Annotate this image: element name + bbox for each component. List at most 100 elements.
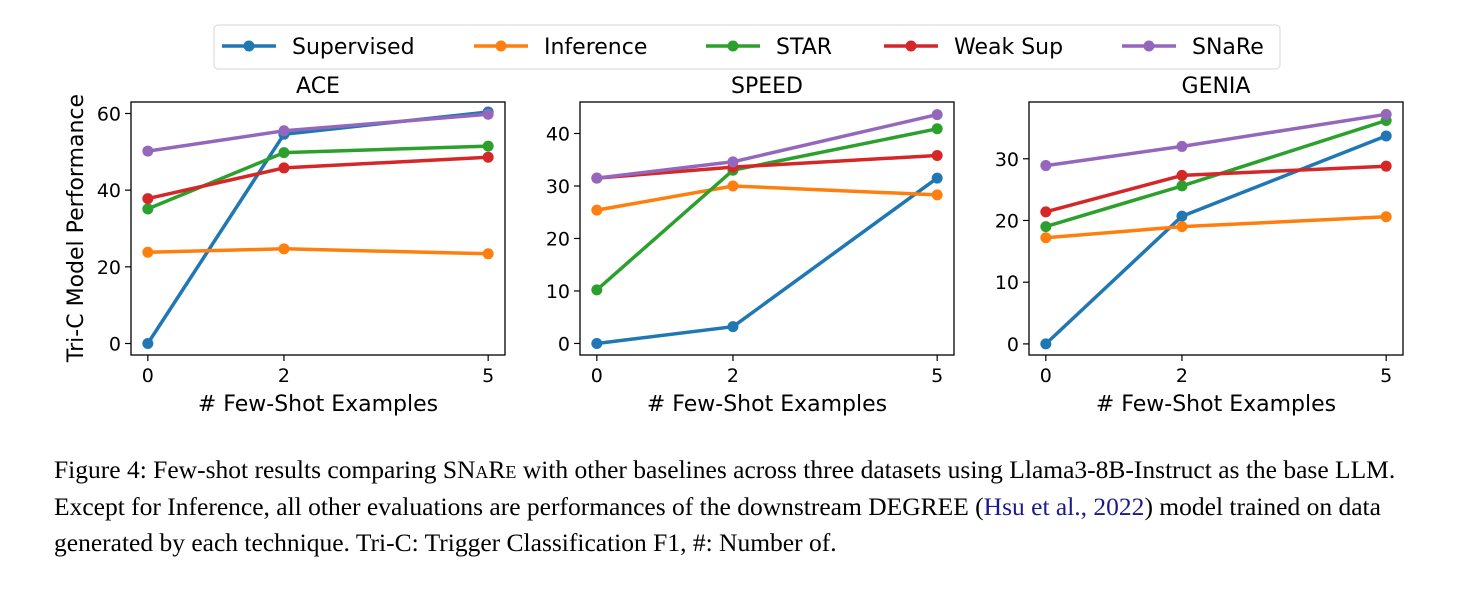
y-tick-label: 30 xyxy=(546,176,570,198)
series-snare xyxy=(142,108,494,157)
legend-marker-snare xyxy=(1143,40,1155,52)
chart-genia: GENIA 0 10 20 30 0 2 5 # Few-Shot Examples xyxy=(995,74,1404,417)
x-axis-label: # Few-Shot Examples xyxy=(198,392,438,417)
series-line-inference xyxy=(1045,215,1387,240)
data-point-star xyxy=(1176,180,1188,192)
data-point-supervised xyxy=(931,172,943,184)
series-line-snare xyxy=(147,112,489,153)
caption-method-name: SNaRe xyxy=(442,455,517,484)
data-point-inference xyxy=(1040,232,1052,244)
series-line-weak-sup xyxy=(596,153,938,180)
y-tick-label: 30 xyxy=(995,149,1019,171)
series-line-inference xyxy=(596,184,938,212)
data-point-inference xyxy=(278,243,290,255)
data-point-snare xyxy=(1380,108,1392,120)
series-star xyxy=(591,123,943,296)
caption-text-2: with other baselines across three datase… xyxy=(54,455,1396,521)
chart-ace: ACE 0 20 40 60 0 2 5 # Few-Shot Examples xyxy=(97,74,506,417)
series-line-inference xyxy=(147,247,489,256)
series-weak-sup xyxy=(1040,160,1392,218)
legend-label-snare: SNaRe xyxy=(1192,35,1264,60)
data-point-inference xyxy=(1176,221,1188,233)
x-tick-label: 2 xyxy=(278,365,290,387)
data-point-star xyxy=(1040,221,1052,233)
series-star xyxy=(1040,115,1392,233)
series-line-snare xyxy=(596,112,938,180)
legend-marker-star xyxy=(727,40,739,52)
series-inference xyxy=(142,243,494,260)
series-line-weak-sup xyxy=(147,155,489,201)
caption-text-1: Figure 4: Few-shot results comparing xyxy=(54,455,443,484)
data-point-supervised xyxy=(1176,210,1188,222)
y-tick-label: 40 xyxy=(546,123,570,145)
series-supervised xyxy=(1040,130,1392,350)
data-point-star xyxy=(278,147,290,159)
chart-title: ACE xyxy=(296,74,340,99)
data-point-snare xyxy=(931,109,943,121)
legend: Supervised Inference STAR Weak Sup SNaRe xyxy=(213,24,1281,70)
figure-caption: Figure 4: Few-shot results comparing SNa… xyxy=(54,452,1424,562)
data-point-weak-sup xyxy=(482,151,494,163)
chart-title: SPEED xyxy=(731,74,803,99)
data-point-snare xyxy=(142,145,154,157)
data-point-star xyxy=(142,203,154,215)
x-tick-label: 0 xyxy=(1040,365,1052,387)
data-point-supervised xyxy=(727,321,739,333)
chart-title: GENIA xyxy=(1182,74,1251,99)
plot-frame xyxy=(579,101,955,356)
y-tick-label: 20 xyxy=(995,210,1019,232)
data-point-star xyxy=(482,140,494,152)
series-snare xyxy=(591,109,943,184)
data-point-weak-sup xyxy=(278,162,290,174)
legend-marker-weak-sup xyxy=(905,40,917,52)
series-line-snare xyxy=(1045,112,1387,168)
series-inference xyxy=(1040,211,1392,244)
series-line-supervised xyxy=(596,176,939,346)
data-point-star xyxy=(591,284,603,296)
plot-frame xyxy=(130,101,506,356)
data-point-snare xyxy=(1040,160,1052,172)
data-point-supervised xyxy=(142,338,154,349)
data-point-weak-sup xyxy=(1380,160,1392,172)
legend-label-inference: Inference xyxy=(544,35,647,60)
data-point-snare xyxy=(727,156,739,168)
y-tick-label: 40 xyxy=(97,180,121,202)
y-tick-label: 0 xyxy=(109,334,121,356)
x-tick-label: 0 xyxy=(591,365,603,387)
data-point-snare xyxy=(1176,140,1188,152)
x-axis-label: # Few-Shot Examples xyxy=(1096,392,1336,417)
legend-marker-supervised xyxy=(243,40,255,52)
x-tick-label: 5 xyxy=(931,365,943,387)
legend-label-supervised: Supervised xyxy=(292,35,415,60)
series-supervised xyxy=(591,172,943,349)
x-tick-label: 5 xyxy=(1380,365,1392,387)
data-point-weak-sup xyxy=(931,150,943,162)
data-point-snare xyxy=(591,172,603,184)
y-axis-label: Tri-C Model Performance xyxy=(64,94,89,363)
plot-frame xyxy=(1028,101,1404,356)
data-point-supervised xyxy=(1040,338,1052,350)
y-tick-label: 10 xyxy=(995,272,1019,294)
data-point-weak-sup xyxy=(1176,169,1188,181)
legend-marker-inference xyxy=(495,40,507,52)
data-point-inference xyxy=(727,180,739,192)
y-tick-label: 20 xyxy=(97,257,121,279)
data-point-supervised xyxy=(591,337,603,349)
x-tick-label: 2 xyxy=(1176,365,1188,387)
legend-label-weak-sup: Weak Sup xyxy=(954,35,1063,60)
data-point-supervised xyxy=(1380,130,1392,142)
caption-text-3: ) model trained on data generated by eac… xyxy=(54,491,1381,558)
data-point-snare xyxy=(482,108,494,120)
figure-canvas: Supervised Inference STAR Weak Sup SNaRe Tri… xyxy=(64,24,1404,417)
y-tick-label: 20 xyxy=(546,228,570,250)
data-point-weak-sup xyxy=(142,193,154,205)
data-point-star xyxy=(931,123,943,135)
x-axis-label: # Few-Shot Examples xyxy=(647,392,887,417)
caption-citation[interactable]: Hsu et al., 2022 xyxy=(983,491,1145,521)
x-tick-label: 0 xyxy=(142,365,154,387)
data-point-inference xyxy=(142,246,154,258)
data-point-inference xyxy=(931,189,943,201)
data-point-snare xyxy=(278,125,290,137)
x-tick-label: 2 xyxy=(727,365,739,387)
